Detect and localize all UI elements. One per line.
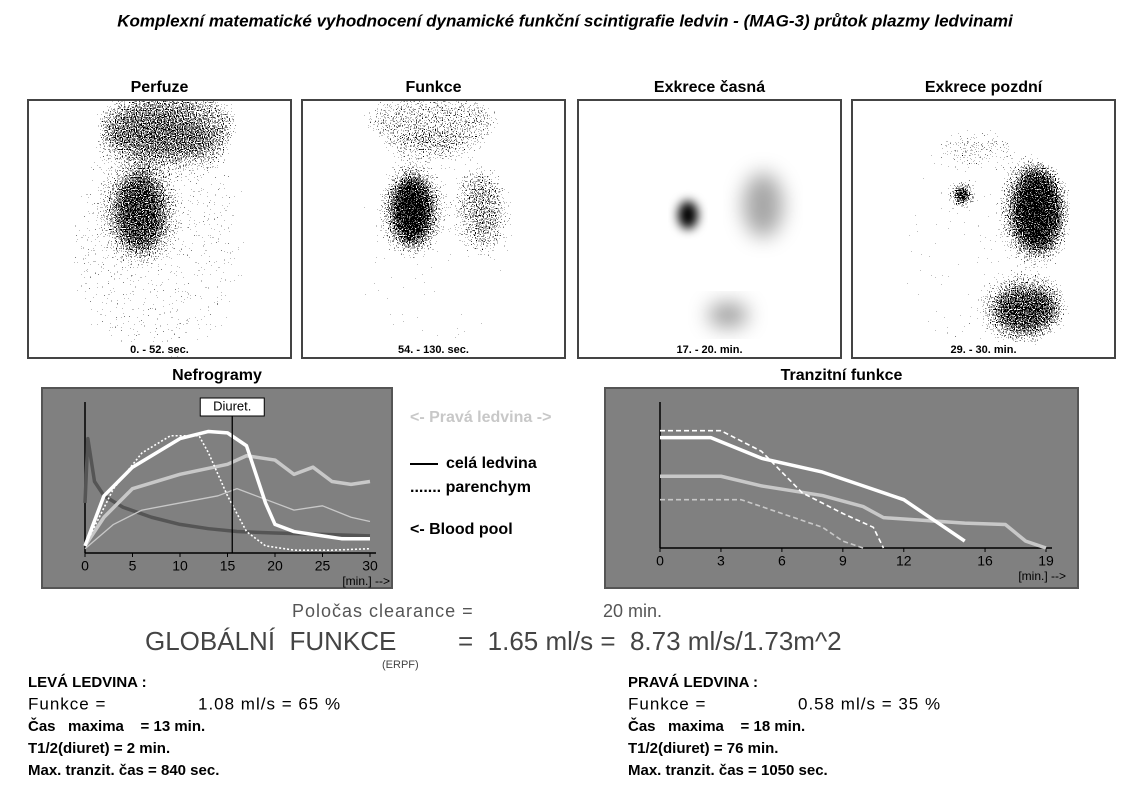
x-tick-label: 16: [977, 553, 993, 569]
image-title: Exkrece pozdní: [925, 79, 1043, 96]
annotation-label: Diuret.: [213, 398, 251, 413]
curve: [84, 487, 371, 550]
chart-background: [604, 387, 1079, 589]
image-caption: 54. - 130. sec.: [398, 344, 469, 356]
scintigram-blobs: [892, 115, 1072, 357]
x-tick-label: 20: [267, 558, 283, 574]
activity: [953, 185, 971, 205]
image-caption: 0. - 52. sec.: [130, 344, 189, 356]
x-tick-label: 15: [220, 558, 236, 574]
activity: [678, 201, 698, 229]
activity: [922, 115, 1022, 165]
chart-title: Nefrogramy: [172, 367, 262, 384]
scintigram: [892, 115, 1072, 357]
activity: [987, 280, 1067, 340]
transit-time: Max. tranzit. čas = 840 sec.: [28, 762, 219, 779]
scintigram: [342, 101, 522, 357]
x-tick-label: 3: [717, 553, 725, 569]
global-note: (ERPF): [382, 659, 419, 671]
kidney-results: LEVÁ LEDVINA : Funkce = 1.08 ml/s = 65 % Ča…: [28, 674, 941, 779]
legend-side: <- Pravá ledvina ->: [410, 409, 551, 426]
image-title: Perfuze: [131, 79, 189, 96]
legend-whole: celá ledvina: [446, 455, 537, 472]
x-axis-label: [min.] -->: [1018, 569, 1066, 583]
curve: [660, 429, 885, 549]
kidney-heading: LEVÁ LEDVINA :: [28, 674, 147, 691]
activity: [342, 130, 522, 357]
legend-blood: <- Blood pool: [410, 521, 513, 538]
scintigram-blobs: [63, 101, 253, 357]
x-tick-label: 5: [129, 558, 137, 574]
x-tick-label: 25: [315, 558, 331, 574]
function-value: 1.08 ml/s = 65 %: [198, 694, 341, 713]
image-row: Perfuze 0. - 52. sec. Funkce 54. - 130. sec…: [27, 79, 1116, 359]
scintigram-blobs: [678, 173, 783, 327]
x-tick-label: 19: [1038, 553, 1054, 569]
curve: [84, 434, 371, 551]
curve: [660, 474, 1047, 550]
global-value: = 1.65 ml/s = 8.73 ml/s/1.73m^2: [458, 626, 842, 656]
activity: [1007, 162, 1067, 258]
chart-background: [41, 387, 393, 589]
caption-box: [385, 342, 482, 356]
annotation-box: [199, 397, 265, 417]
x-tick-label: 10: [172, 558, 188, 574]
activity: [357, 101, 507, 157]
x-axis-label: [min.] -->: [342, 574, 390, 588]
kidney-heading: PRAVÁ LEDVINA :: [628, 674, 758, 691]
caption-box: [935, 342, 1032, 356]
curve: [660, 435, 966, 543]
image-caption: 17. - 20. min.: [676, 344, 742, 356]
image-caption: 29. - 30. min.: [950, 344, 1016, 356]
caption-box: [661, 342, 758, 356]
half-time: T1/2(diuret) = 76 min.: [628, 740, 778, 757]
curve: [83, 436, 371, 538]
curve: [83, 429, 370, 547]
curve: [83, 454, 371, 547]
scintigram: [63, 101, 253, 357]
activity: [93, 101, 243, 165]
activity: [110, 167, 170, 257]
function-label: Funkce =: [28, 694, 106, 713]
page-title: Komplexní matematické vyhodnocení dynami…: [117, 11, 1014, 30]
x-tick-label: 0: [81, 558, 89, 574]
x-tick-label: 12: [896, 553, 912, 569]
results: Poločas clearance = 20 min. GLOBÁLNÍ FUN…: [145, 601, 842, 671]
caption-box: [111, 342, 208, 356]
legend: <- Pravá ledvina -> celá ledvina .......…: [410, 409, 551, 538]
global-label: GLOBÁLNÍ FUNKCE: [145, 626, 396, 656]
clearance-value: 20 min.: [603, 601, 662, 621]
activity: [457, 168, 507, 252]
half-time: T1/2(diuret) = 2 min.: [28, 740, 170, 757]
x-tick-label: 30: [362, 558, 378, 574]
x-tick-label: 9: [839, 553, 847, 569]
legend-parenchym: ....... parenchym: [410, 479, 531, 496]
function-label: Funkce =: [628, 694, 706, 713]
activity: [708, 303, 748, 327]
activity: [387, 170, 437, 250]
image-title: Exkrece časná: [654, 79, 765, 96]
image-title: Funkce: [405, 79, 461, 96]
curve: [660, 498, 864, 549]
scintigram-blobs: [342, 101, 522, 357]
activity: [743, 173, 783, 237]
clearance-label: Poločas clearance =: [292, 601, 474, 621]
x-tick-label: 6: [778, 553, 786, 569]
function-value: 0.58 ml/s = 35 %: [798, 694, 941, 713]
time-max: Čas maxima = 18 min.: [628, 717, 805, 735]
transit-time: Max. tranzit. čas = 1050 sec.: [628, 762, 828, 779]
x-tick-label: 0: [656, 553, 664, 569]
chart-title: Tranzitní funkce: [781, 367, 903, 384]
scintigram: [678, 173, 783, 327]
time-max: Čas maxima = 13 min.: [28, 717, 205, 735]
